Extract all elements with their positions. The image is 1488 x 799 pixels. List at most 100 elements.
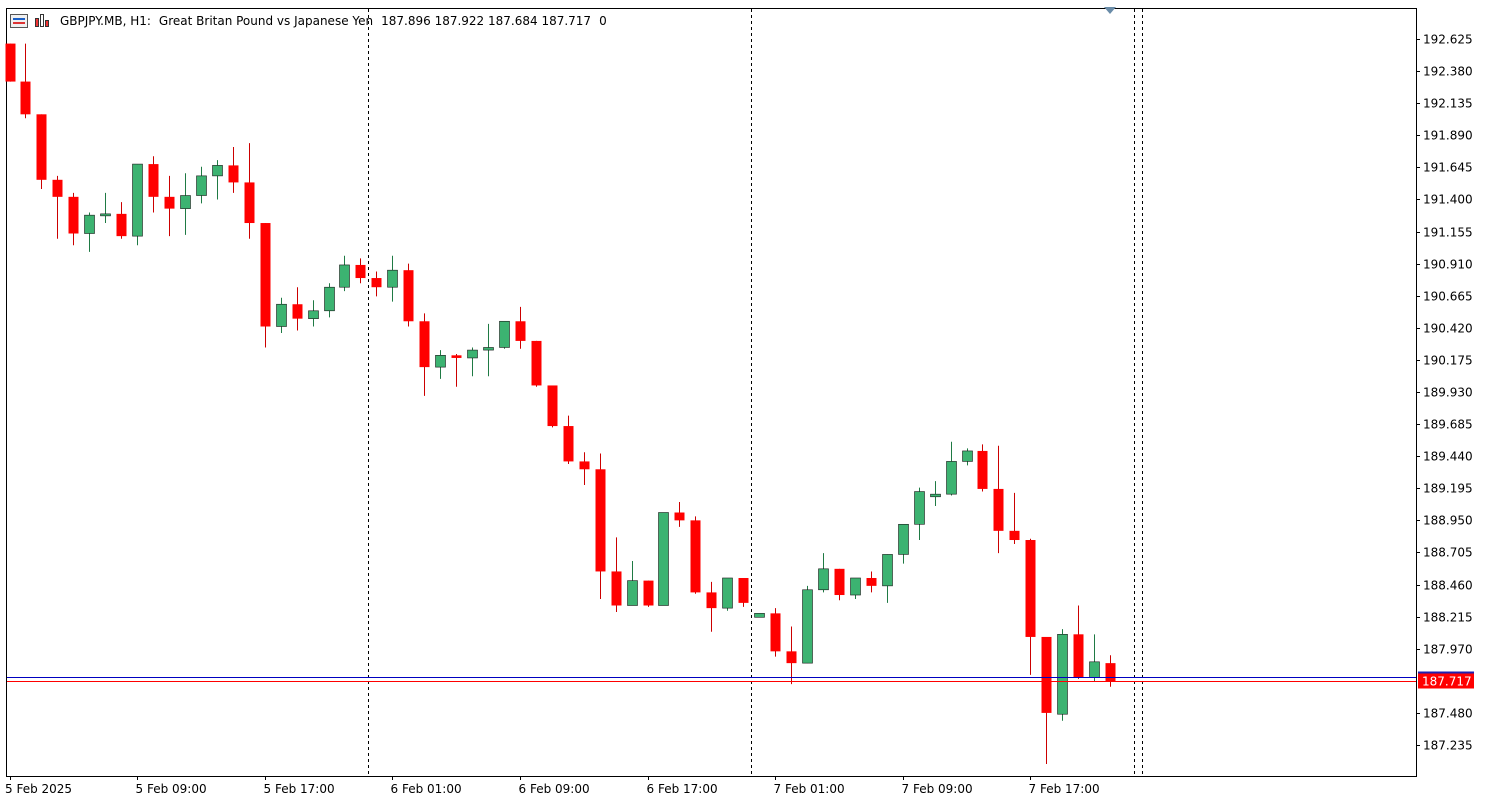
bear-candle-body [5,43,16,82]
candle[interactable] [132,163,143,246]
candle[interactable] [164,175,175,237]
candle[interactable] [882,554,893,603]
candle[interactable] [914,487,925,541]
candle[interactable] [531,340,542,387]
candle[interactable] [403,263,414,327]
candle[interactable] [595,453,606,599]
y-axis: 192.625 192.380 192.135 191.890 191.645 191.4… [1416,33,1473,753]
candle[interactable] [196,166,207,204]
chart-shift-marker-icon[interactable] [1104,7,1116,14]
candle[interactable] [738,577,749,607]
candle[interactable] [674,502,685,527]
candle[interactable] [339,255,350,292]
bull-candle-body [627,580,638,606]
candle[interactable] [515,306,526,349]
bull-candle-body [324,286,335,312]
price-lines [7,677,1416,682]
bear-candle-body [36,114,47,180]
candle[interactable] [260,223,271,348]
candle[interactable] [1025,538,1036,675]
quotes-window-icon[interactable] [10,14,28,28]
bull-candle-body [435,355,446,368]
candle[interactable] [690,516,701,594]
candle[interactable] [371,271,382,297]
candle[interactable] [467,347,478,377]
candle[interactable] [244,143,255,239]
candle[interactable] [387,255,398,302]
candle[interactable] [802,585,813,664]
candle[interactable] [563,415,574,465]
candle[interactable] [818,553,829,593]
candle[interactable] [834,568,845,601]
candle[interactable] [993,445,1004,554]
bull-candle-body [930,493,941,498]
x-axis-label: 5 Feb 2025 [5,782,72,796]
candle[interactable] [579,452,590,485]
y-axis-label: 191.645 [1423,161,1473,175]
candle[interactable] [84,212,95,252]
candle[interactable] [611,537,622,613]
candle[interactable] [770,608,781,657]
candle[interactable] [68,192,79,246]
x-axis-label: 6 Feb 01:00 [391,782,462,796]
bear-candle-body [531,340,542,386]
candle[interactable] [1041,636,1052,764]
candle[interactable] [1073,605,1084,679]
candle[interactable] [547,385,558,428]
bull-candle-body [946,461,957,495]
candle[interactable] [1057,629,1068,721]
candle[interactable] [355,258,366,284]
candle[interactable] [180,173,191,235]
candle[interactable] [977,444,988,492]
bear-candle-body [595,469,606,572]
candle[interactable] [435,350,446,379]
candle[interactable] [116,202,127,239]
candle[interactable] [308,300,319,327]
candle[interactable] [100,192,111,224]
candle[interactable] [148,156,159,213]
candle[interactable] [324,283,335,318]
bear-candle-body [547,385,558,427]
candle[interactable] [658,512,669,606]
candle[interactable] [866,571,877,593]
candle[interactable] [946,441,957,496]
bear-candle-body [515,321,526,341]
candle[interactable] [451,354,462,387]
candle[interactable] [643,580,654,607]
bear-candle-body [403,270,414,322]
y-axis-label: 187.480 [1423,707,1473,721]
candle[interactable] [276,297,287,334]
chart-window-icon[interactable] [34,14,52,28]
candle[interactable] [20,43,31,119]
candle[interactable] [36,114,47,189]
bull-candle-body [499,320,510,348]
candle[interactable] [228,147,239,193]
candle[interactable] [1009,492,1020,544]
candle[interactable] [212,160,223,200]
candle[interactable] [786,626,797,685]
candle[interactable] [754,613,765,618]
candle[interactable] [722,577,733,611]
candle[interactable] [930,481,941,506]
candle[interactable] [706,581,717,632]
bear-candle-body [993,488,1004,531]
candle[interactable] [962,448,973,466]
bear-candle-body [977,450,988,489]
candle[interactable] [499,320,510,349]
bull-candle-body [100,213,111,217]
y-axis-label: 187.970 [1423,643,1473,657]
candle[interactable] [627,560,638,606]
candle[interactable] [52,175,63,239]
candle[interactable] [898,523,909,564]
bull-candle-body [882,554,893,587]
bull-candle-body [898,523,909,555]
bear-candle-body [1105,663,1116,682]
candle[interactable] [5,43,16,82]
candle[interactable] [850,577,861,599]
candle[interactable] [483,323,494,377]
y-axis-label: 192.380 [1423,65,1473,79]
candle[interactable] [292,287,303,331]
candle[interactable] [419,313,430,396]
